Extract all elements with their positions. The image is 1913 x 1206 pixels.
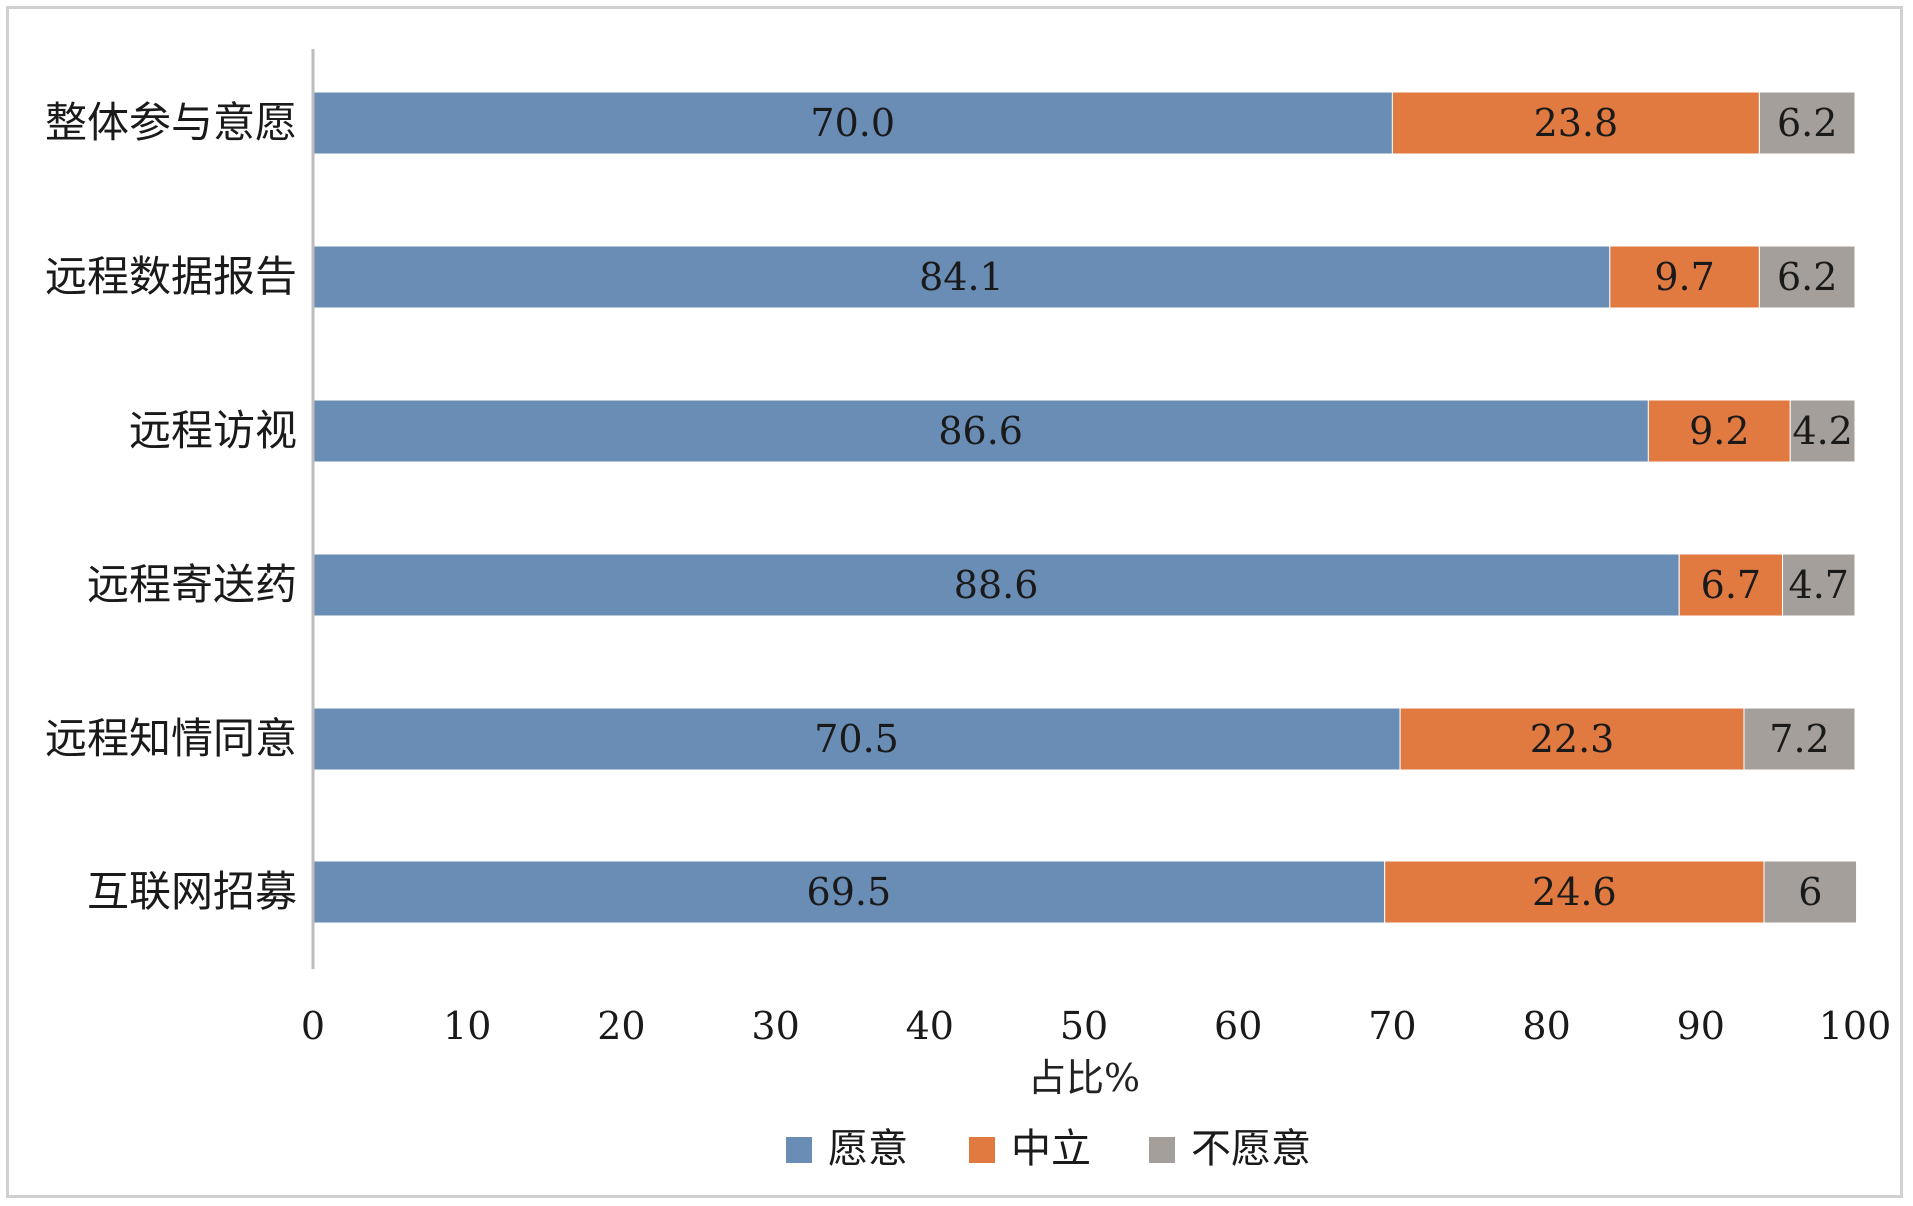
x-tick-label: 40	[906, 1004, 954, 1048]
data-label: 23.8	[1534, 101, 1619, 145]
data-label: 70.5	[814, 717, 899, 761]
x-tick-label: 100	[1819, 1004, 1892, 1048]
bar-segment-2-row-3	[1647, 399, 1791, 463]
x-tick-label: 60	[1214, 1004, 1262, 1048]
x-tick-label: 0	[301, 1004, 325, 1048]
category-label: 整体参与意愿	[45, 98, 297, 147]
bar-segment-3-row-1	[1758, 91, 1856, 155]
bar-segment-3-row-5	[1743, 707, 1856, 771]
x-tick-label: 10	[443, 1004, 491, 1048]
category-label: 互联网招募	[87, 867, 297, 916]
x-axis-label: 占比%	[1028, 1056, 1140, 1100]
bar-labels-layer: 70.0 23.8 6.2 84.1 9.7 6.2 86.6 9.2 4.2 88.6 6.7 4.…	[807, 101, 1853, 914]
data-label: 70.0	[810, 101, 895, 145]
legend-swatch-2	[969, 1137, 995, 1163]
bar-segment-2-row-2	[1609, 245, 1760, 309]
bar-segment-1-row-3	[312, 399, 1649, 463]
legend: 愿意 中立 不愿意	[786, 1126, 1311, 1172]
data-label: 88.6	[954, 563, 1039, 607]
category-label: 远程知情同意	[45, 714, 297, 763]
bar-segment-3-row-2	[1758, 245, 1856, 309]
bar-segment-3-row-6	[1763, 860, 1858, 924]
bar-segment-2-row-6	[1384, 860, 1765, 924]
data-label: 6	[1798, 870, 1822, 914]
data-label: 6.2	[1777, 101, 1837, 145]
stacked-bar-chart: 70.0 23.8 6.2 84.1 9.7 6.2 86.6 9.2 4.2 88.6 6.7 4.…	[45, 49, 1891, 1172]
chart-frame: 70.0 23.8 6.2 84.1 9.7 6.2 86.6 9.2 4.2 88.6 6.7 4.…	[6, 6, 1903, 1198]
data-label: 9.7	[1654, 255, 1714, 299]
data-label: 6.2	[1777, 255, 1837, 299]
x-tick-label: 80	[1522, 1004, 1570, 1048]
x-tick-labels-layer: 0 10 20 30 40 50 60 70 80 90 100	[301, 1004, 1891, 1048]
bar-segment-1-row-1	[312, 91, 1393, 155]
x-tick-label: 30	[751, 1004, 799, 1048]
data-label: 22.3	[1530, 717, 1615, 761]
data-label: 69.5	[807, 870, 892, 914]
bar-segment-2-row-1	[1391, 91, 1760, 155]
bar-segment-1-row-5	[312, 707, 1401, 771]
data-label: 4.2	[1792, 409, 1852, 453]
data-label: 7.2	[1769, 717, 1829, 761]
data-label: 9.2	[1689, 409, 1749, 453]
data-label: 86.6	[938, 409, 1023, 453]
data-label: 84.1	[919, 255, 1004, 299]
data-label: 24.6	[1532, 870, 1617, 914]
bar-segment-1-row-2	[312, 245, 1611, 309]
legend-label: 中立	[1011, 1126, 1091, 1172]
data-label: 4.7	[1789, 563, 1849, 607]
x-tick-label: 50	[1060, 1004, 1108, 1048]
category-label: 远程寄送药	[87, 560, 297, 609]
legend-swatch-1	[786, 1137, 812, 1163]
category-label: 远程数据报告	[45, 252, 297, 301]
legend-label: 愿意	[828, 1126, 908, 1172]
bar-segment-1-row-4	[312, 553, 1680, 617]
legend-label: 不愿意	[1191, 1126, 1311, 1172]
x-tick-label: 90	[1677, 1004, 1725, 1048]
bar-segment-2-row-5	[1399, 707, 1745, 771]
x-tick-label: 20	[597, 1004, 645, 1048]
category-label: 远程访视	[129, 406, 297, 455]
x-tick-label: 70	[1368, 1004, 1416, 1048]
bar-segment-3-row-3	[1789, 399, 1856, 463]
data-label: 6.7	[1701, 563, 1761, 607]
legend-swatch-3	[1149, 1137, 1175, 1163]
bar-segment-3-row-4	[1782, 553, 1856, 617]
bars-layer	[312, 91, 1858, 924]
